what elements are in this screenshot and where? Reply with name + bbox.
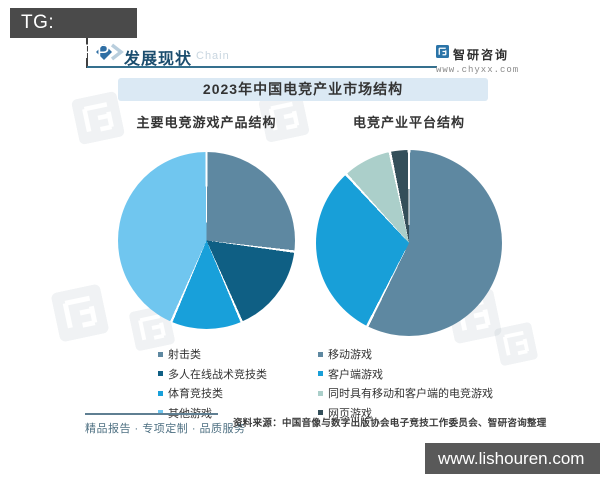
legend-right: 移动游戏 客户端游戏 同时具有移动和客户端的电竞游戏 网页游戏 <box>318 346 493 424</box>
legend-marker <box>318 410 323 415</box>
diamond-icon <box>95 43 127 66</box>
legend-label: 射击类 <box>168 349 201 361</box>
pie-chart-game-products <box>118 152 295 329</box>
legend-marker <box>318 371 323 376</box>
legend-marker <box>318 390 323 396</box>
brand-name: 智研咨询 <box>453 47 510 62</box>
legend-item: 客户端游戏 <box>318 366 493 382</box>
legend-marker <box>158 371 163 376</box>
pie-chart-platforms <box>316 150 502 336</box>
header-underline <box>87 66 437 68</box>
right-pie-title: 电竞产业平台结构 <box>352 115 465 130</box>
brand-url: www.chyxx.com <box>436 65 520 75</box>
legend-marker <box>158 410 163 415</box>
legend-item: 移动游戏 <box>318 346 493 362</box>
watermark-logo <box>493 321 538 366</box>
site-url-bar: www.lishouren.com <box>425 443 600 474</box>
legend-label: 网页游戏 <box>328 407 372 420</box>
legend-item: 体育竞技类 <box>158 385 267 401</box>
tg-watermark-badge: TG: MYYJJPP <box>10 8 137 63</box>
footer-slogan: 精品报告 · 专项定制 · 品质服务 <box>85 423 246 435</box>
background-watermark-text: Chain <box>196 50 230 62</box>
legend-marker <box>158 390 163 396</box>
zhiyan-logo-icon <box>436 45 449 63</box>
legend-label: 体育竞技类 <box>168 388 223 400</box>
section-title: 发展现状 <box>124 51 193 68</box>
legend-marker <box>318 351 323 357</box>
watermark-logo <box>50 283 109 342</box>
data-source-note: 资料来源：中国音像与数字出版协会电子竞技工作委员会、智研咨询整理 <box>233 418 547 429</box>
left-pie-title: 主要电竞游戏产品结构 <box>136 115 277 130</box>
legend-item: 多人在线战术竞技类 <box>158 366 267 382</box>
footer-divider <box>85 413 218 415</box>
legend-item: 网页游戏 <box>318 405 493 421</box>
chart-title-banner: 2023年中国电竞产业市场结构 <box>118 78 488 101</box>
legend-item: 射击类 <box>158 346 267 362</box>
brand-block: 智研咨询 www.chyxx.com <box>436 45 519 75</box>
legend-label: 同时具有移动和客户端的电竞游戏 <box>328 388 493 400</box>
legend-item: 同时具有移动和客户端的电竞游戏 <box>318 385 493 401</box>
legend-marker <box>158 351 163 357</box>
legend-label: 客户端游戏 <box>328 368 383 381</box>
header-vertical-rule <box>86 38 88 68</box>
legend-label: 多人在线战术竞技类 <box>168 368 267 381</box>
legend-label: 移动游戏 <box>328 349 372 361</box>
